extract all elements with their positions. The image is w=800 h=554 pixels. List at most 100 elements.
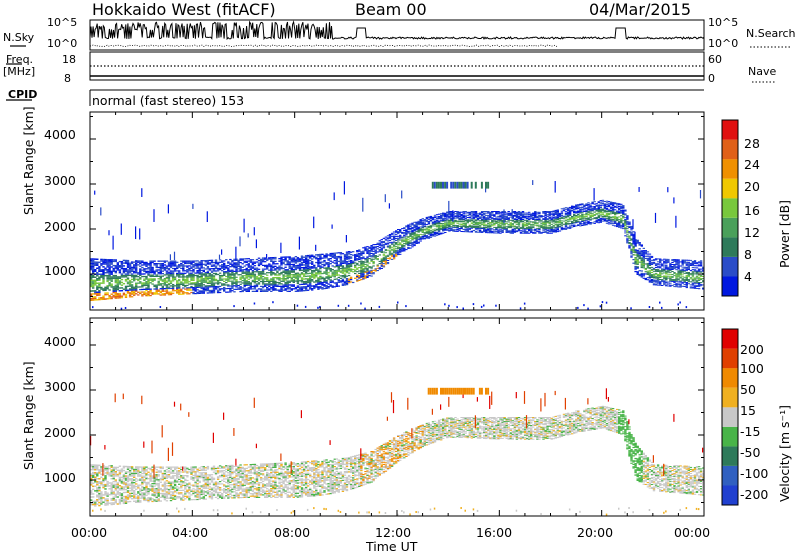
data-cell (245, 290, 248, 292)
data-cell (493, 226, 496, 228)
data-cell (313, 257, 316, 259)
data-cell (583, 224, 586, 226)
data-cell (292, 257, 295, 259)
data-cell (358, 264, 361, 266)
data-cell (632, 236, 635, 238)
data-cell (304, 268, 308, 270)
data-cell (556, 222, 559, 224)
data-cell (513, 215, 517, 216)
data-cell (163, 261, 167, 264)
data-cell (626, 218, 629, 220)
data-cell (491, 221, 494, 223)
data-cell (178, 280, 181, 282)
data-cell (133, 266, 136, 269)
data-cell (626, 230, 629, 232)
data-cell (384, 258, 388, 260)
data-cell (288, 274, 291, 276)
data-cell (153, 275, 156, 277)
data-cell (435, 229, 439, 231)
power-cb-tick: 12 (744, 225, 760, 240)
data-cell (108, 297, 111, 300)
data-cell (566, 227, 570, 229)
data-cell (249, 261, 252, 263)
data-cell (241, 258, 244, 260)
data-cell (585, 209, 588, 211)
data-cell (286, 276, 289, 278)
data-cell (257, 283, 261, 285)
data-cell (208, 289, 212, 292)
data-cell (231, 273, 234, 275)
data-cell (259, 271, 263, 273)
data-cell (386, 263, 390, 265)
data-cell (182, 272, 185, 274)
data-cell (356, 275, 359, 277)
data-cell (352, 281, 355, 284)
velocity-cb-tick: -15 (740, 424, 761, 439)
data-cell (601, 215, 605, 217)
ground-cell (233, 305, 235, 308)
data-cell (206, 278, 210, 280)
data-cell (597, 201, 600, 203)
data-cell (548, 219, 551, 221)
data-cell (204, 287, 207, 289)
data-cell (380, 264, 383, 266)
data-cell (251, 288, 255, 290)
data-cell (483, 216, 486, 218)
data-cell (145, 289, 148, 292)
data-cell (521, 223, 525, 225)
data-cell (493, 232, 496, 234)
ground-cell (296, 304, 299, 307)
data-cell (442, 218, 445, 220)
data-cell (173, 261, 177, 263)
data-cell (540, 215, 543, 217)
data-cell (403, 241, 406, 243)
data-cell (313, 267, 316, 269)
data-cell (102, 269, 105, 271)
data-cell (489, 231, 492, 233)
data-cell (609, 219, 613, 221)
data-cell (583, 211, 586, 212)
data-cell (429, 233, 433, 235)
data-cell (202, 279, 205, 281)
data-cell (149, 260, 152, 262)
data-cell (392, 246, 396, 248)
data-cell (243, 277, 246, 279)
data-cell (343, 273, 347, 275)
data-cell (180, 265, 183, 267)
data-cell (151, 270, 154, 272)
data-cell (225, 259, 228, 261)
data-cell (493, 214, 496, 216)
data-cell (548, 218, 551, 220)
data-cell (321, 263, 324, 266)
data-cell (497, 232, 500, 234)
data-cell (280, 289, 283, 291)
data-cell (274, 273, 277, 275)
data-cell (554, 230, 557, 232)
data-cell (130, 289, 134, 291)
data-cell (525, 220, 529, 222)
data-cell (583, 204, 586, 206)
data-cell (325, 277, 328, 279)
data-cell (241, 270, 244, 272)
data-cell (124, 262, 128, 264)
data-cell (528, 226, 531, 228)
data-cell (575, 205, 578, 207)
data-cell (354, 254, 357, 256)
data-cell (159, 260, 162, 262)
data-cell (626, 224, 629, 226)
data-cell (345, 253, 349, 256)
data-cell (566, 208, 570, 210)
data-cell (480, 220, 484, 222)
data-cell (243, 286, 246, 288)
data-cell (509, 231, 512, 233)
data-cell (474, 220, 478, 222)
data-cell (407, 227, 410, 229)
data-cell (568, 212, 572, 214)
data-cell (433, 230, 437, 232)
data-cell (464, 224, 467, 226)
data-cell (147, 278, 150, 280)
data-cell (124, 288, 128, 290)
data-cell (98, 294, 101, 296)
data-cell (485, 217, 488, 219)
data-cell (272, 289, 275, 291)
